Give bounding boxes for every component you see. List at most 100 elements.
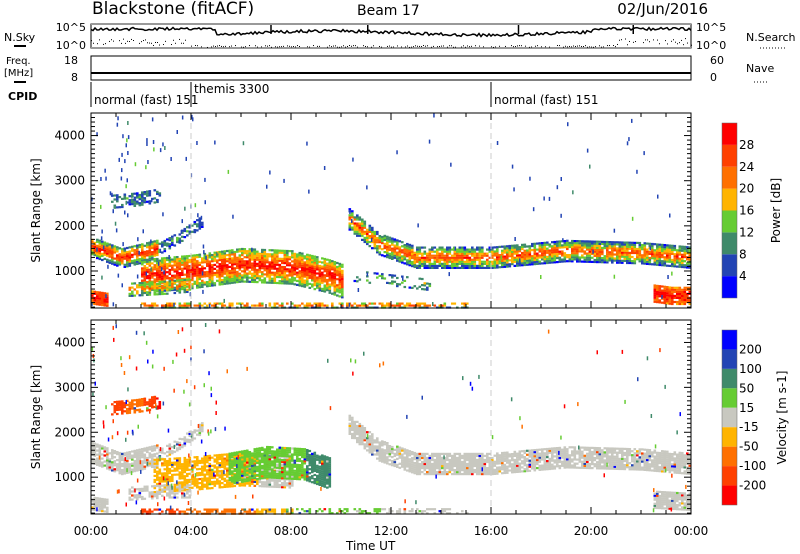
echo-cell [626,247,629,250]
echo-cell [593,254,597,257]
echo-cell [373,234,377,238]
echo-cell [291,250,294,253]
echo-cell [673,296,677,299]
echo-cell [123,253,127,256]
echo-cell [483,260,487,263]
echo-cell [386,241,389,244]
echo-cell [151,302,154,305]
echo-cell [496,262,499,265]
echo-cell [278,282,282,285]
echo-cell [321,261,324,264]
echo-cell [508,253,512,256]
echo-cell [293,260,297,264]
echo-cell [546,243,549,246]
echo-cell [106,250,109,253]
echo-cell [381,275,384,278]
echo-cell [198,431,202,435]
echo-cell [398,302,402,305]
echo-cell [183,304,187,307]
echo-cell [301,268,304,271]
echo-cell [448,246,452,249]
echo-cell [160,267,163,272]
echo-cell [511,256,514,260]
echo-cell [463,254,467,257]
echo-cell [201,283,204,286]
echo-cell [151,453,154,456]
echo-cell [411,256,414,260]
echo-cell [128,250,132,253]
echo-cell [121,408,124,411]
echo-cell [413,261,417,265]
echo-cell [173,264,177,267]
echo-cell [656,249,659,252]
echo-cell [448,258,452,261]
echo-cell [288,282,292,285]
nsearch-point [275,46,276,48]
echo-cell [656,253,659,256]
echo-cell [678,259,682,262]
echo-cell [443,302,447,305]
echo-cell [598,246,602,249]
echo-cell [133,204,137,207]
echo-cell [496,260,499,263]
echo-cell [103,460,107,463]
echo-cell [196,304,199,307]
echo-cell [441,252,444,255]
echo-cell [188,302,192,305]
echo-cell [603,261,607,264]
echo-cell [226,249,229,253]
echo-cell [126,409,129,413]
echo-cell [223,304,227,307]
echo-cell [121,464,124,468]
echo-cell [148,446,152,449]
echo-cell [148,276,152,279]
echo-cell [323,257,327,261]
echo-cell [156,253,159,257]
nsearch-point [313,45,314,47]
echo-cell [266,271,269,274]
echo-cell [238,264,242,267]
echo-cell [366,228,369,231]
echo-cell [326,270,329,273]
echo-cell [658,259,662,262]
echo-cell [311,271,314,274]
nsearch-point [225,45,226,47]
echo-cell [303,257,307,260]
echo-cell [631,241,634,244]
echo-cell [443,250,447,253]
echo-cell [143,465,147,468]
echo-cell [206,275,209,278]
echo-cell [148,293,152,296]
echo-cell [493,246,497,249]
echo-cell [366,238,369,242]
nsearch-point [649,41,650,43]
echo-cell [241,251,244,255]
echo-cell [106,296,109,299]
echo-cell [186,440,189,443]
echo-cell [136,463,139,466]
echo-cell [246,302,249,305]
echo-cell [231,261,234,264]
echo-cell [683,245,687,248]
echo-cell [183,469,187,472]
echo-cell [143,403,147,406]
echo-cell [121,454,124,457]
echo-cell [173,276,177,279]
echo-cell [213,460,217,463]
echo-cell [126,263,129,266]
echo-cell [431,254,434,257]
echo-cell [271,273,274,276]
echo-cell [681,288,684,291]
echo-cell [576,260,579,263]
echo-cell [233,257,237,260]
echo-cell [121,254,124,257]
echo-cell [378,241,382,244]
echo-cell [166,464,169,467]
echo-cell [556,244,559,247]
echo-cell [526,249,529,252]
echo-cell [158,407,162,410]
echo-cell [146,252,149,255]
echo-cell [423,246,427,249]
echo-cell [118,247,122,250]
echo-cell [383,247,387,250]
